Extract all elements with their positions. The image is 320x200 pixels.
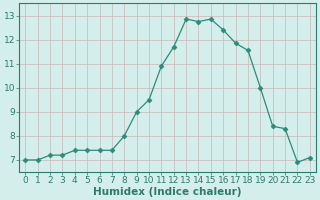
- X-axis label: Humidex (Indice chaleur): Humidex (Indice chaleur): [93, 187, 242, 197]
